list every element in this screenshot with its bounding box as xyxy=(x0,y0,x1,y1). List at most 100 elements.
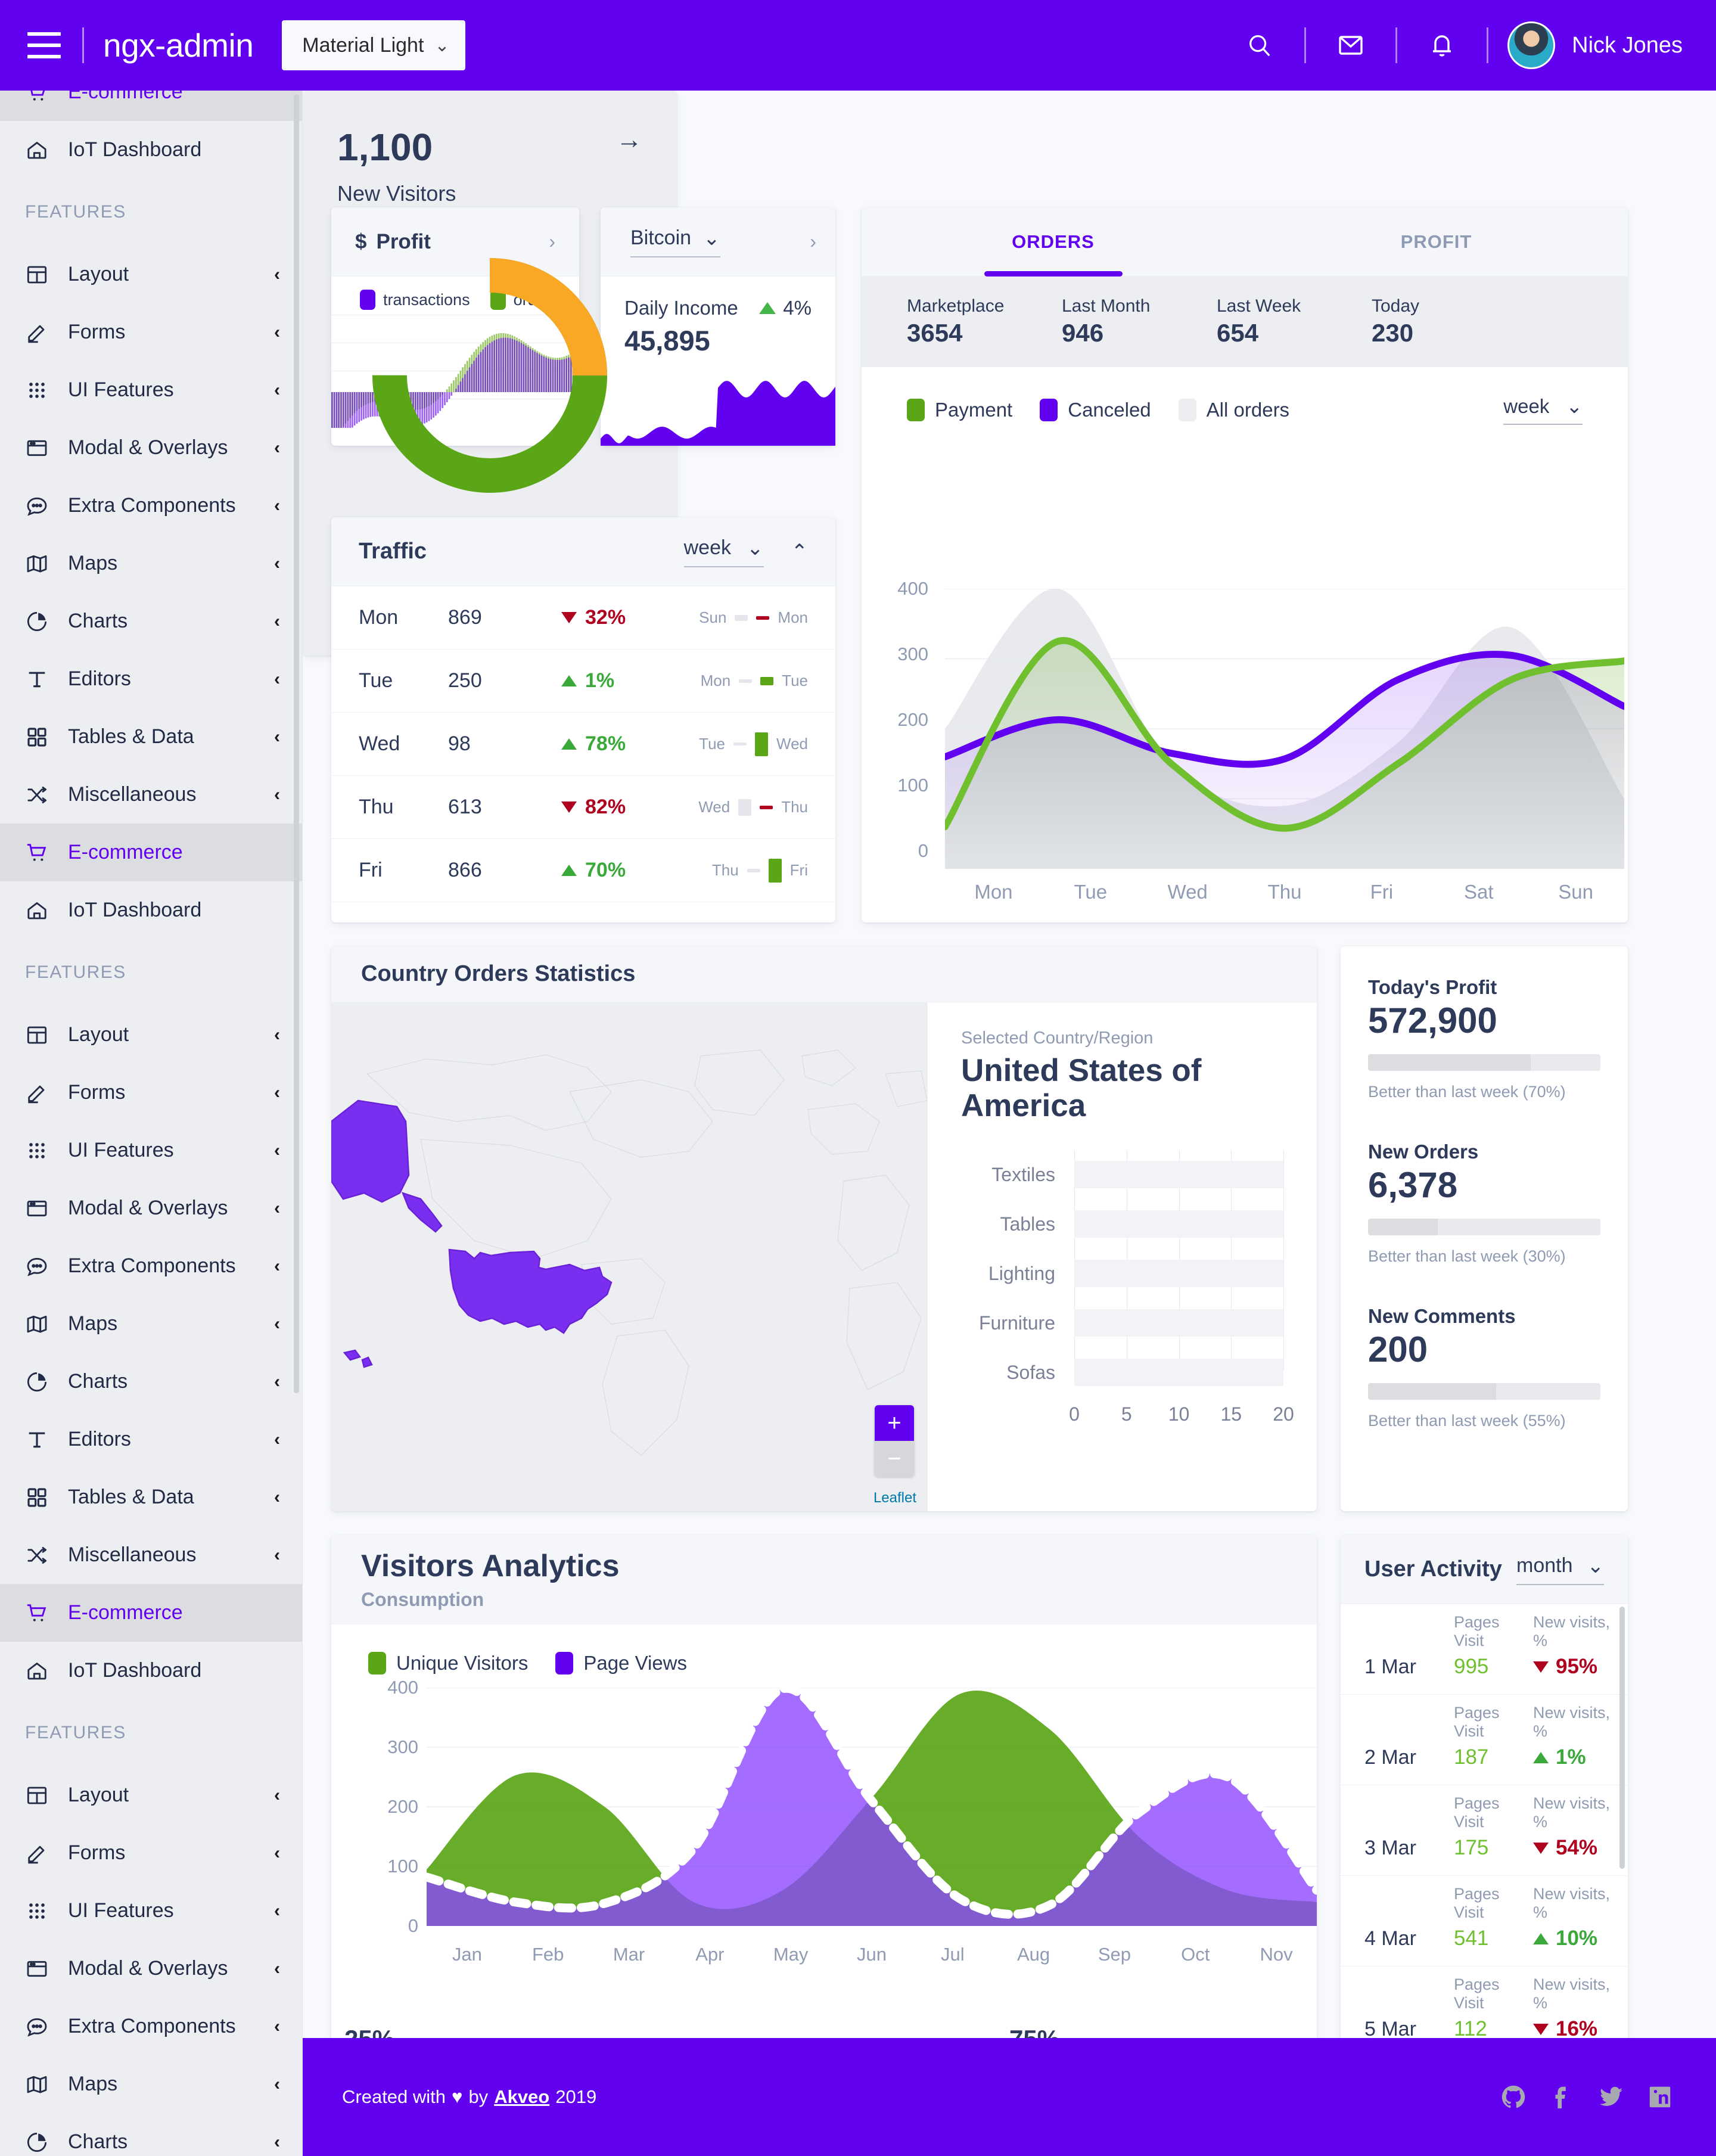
bitcoin-currency-select[interactable]: Bitcoin ⌄ xyxy=(630,226,720,257)
chevron-right-icon[interactable]: › xyxy=(810,231,816,252)
email-icon[interactable] xyxy=(1325,31,1376,60)
leaflet-map[interactable]: + − Leaflet xyxy=(331,1002,927,1511)
table-row[interactable]: 4 Mar Pages Visit 541 New visits, % 10% xyxy=(1341,1876,1628,1967)
chevron-left-icon[interactable]: ‹ xyxy=(274,553,280,573)
chevron-left-icon[interactable]: ‹ xyxy=(274,264,280,284)
menu-toggle-icon[interactable] xyxy=(27,32,61,58)
sidebar-item-e-commerce[interactable]: E-commerce xyxy=(0,1584,302,1642)
chevron-left-icon[interactable]: ‹ xyxy=(274,1487,280,1507)
chevron-left-icon[interactable]: ‹ xyxy=(274,1140,280,1160)
sidebar-item-maps[interactable]: Maps ‹ xyxy=(0,2055,302,2113)
chevron-left-icon[interactable]: ‹ xyxy=(274,1198,280,1218)
sidebar-item-miscellaneous[interactable]: Miscellaneous ‹ xyxy=(0,766,302,824)
sidebar-item-charts[interactable]: Charts ‹ xyxy=(0,2113,302,2156)
sidebar-item-extra-components[interactable]: Extra Components ‹ xyxy=(0,1237,302,1295)
sidebar-item-forms[interactable]: Forms ‹ xyxy=(0,1824,302,1882)
chevron-left-icon[interactable]: ‹ xyxy=(274,2016,280,2036)
sidebar-item-ui-features[interactable]: UI Features ‹ xyxy=(0,1122,302,1179)
sidebar-item-tables-data[interactable]: Tables & Data ‹ xyxy=(0,708,302,766)
sidebar-item-extra-components[interactable]: Extra Components ‹ xyxy=(0,1997,302,2055)
chevron-left-icon[interactable]: ‹ xyxy=(274,380,280,400)
user-name[interactable]: Nick Jones xyxy=(1572,32,1683,58)
chevron-left-icon[interactable]: ‹ xyxy=(274,1958,280,1978)
sidebar-item-charts[interactable]: Charts ‹ xyxy=(0,1353,302,1411)
sidebar-item-e-commerce[interactable]: E-commerce xyxy=(0,91,302,121)
sidebar-item-iot-dashboard[interactable]: IoT Dashboard xyxy=(0,121,302,179)
chevron-left-icon[interactable]: ‹ xyxy=(274,1429,280,1449)
sidebar-item-ui-features[interactable]: UI Features ‹ xyxy=(0,361,302,419)
tab-orders[interactable]: ORDERS xyxy=(862,207,1245,276)
twitter-icon[interactable] xyxy=(1594,2080,1628,2114)
sidebar-item-layout[interactable]: Layout ‹ xyxy=(0,1766,302,1824)
table-row[interactable]: Mon 869 32% Sun Mon xyxy=(331,586,835,650)
sidebar-scrollbar[interactable] xyxy=(294,94,299,1393)
legend-item-page-views[interactable]: Page Views xyxy=(555,1652,687,1675)
sidebar-item-maps[interactable]: Maps ‹ xyxy=(0,535,302,592)
sidebar-item-layout[interactable]: Layout ‹ xyxy=(0,1006,302,1064)
sidebar-item-editors[interactable]: Editors ‹ xyxy=(0,650,302,708)
sidebar-item-forms[interactable]: Forms ‹ xyxy=(0,303,302,361)
legend-item-all-orders[interactable]: All orders xyxy=(1178,398,1289,421)
legend-item-payment[interactable]: Payment xyxy=(907,398,1012,421)
table-row[interactable]: Tue 250 1% Mon Tue xyxy=(331,650,835,713)
legend-item-canceled[interactable]: Canceled xyxy=(1040,398,1151,421)
chevron-left-icon[interactable]: ‹ xyxy=(274,1900,280,1921)
akveo-link[interactable]: Akveo xyxy=(494,2086,550,2107)
chevron-left-icon[interactable]: ‹ xyxy=(274,437,280,458)
sidebar-item-extra-components[interactable]: Extra Components ‹ xyxy=(0,477,302,535)
chevron-left-icon[interactable]: ‹ xyxy=(274,784,280,804)
chevron-left-icon[interactable]: ‹ xyxy=(274,1313,280,1334)
bell-icon[interactable] xyxy=(1416,31,1468,60)
sidebar-item-ui-features[interactable]: UI Features ‹ xyxy=(0,1882,302,1940)
sidebar-item-modal-overlays[interactable]: Modal & Overlays ‹ xyxy=(0,1940,302,1997)
chevron-left-icon[interactable]: ‹ xyxy=(274,2132,280,2152)
linkedin-icon[interactable] xyxy=(1643,2080,1677,2114)
sidebar-item-editors[interactable]: Editors ‹ xyxy=(0,1411,302,1468)
sidebar-item-forms[interactable]: Forms ‹ xyxy=(0,1064,302,1122)
chevron-left-icon[interactable]: ‹ xyxy=(274,611,280,631)
arrow-right-icon[interactable]: → xyxy=(616,125,642,154)
traffic-period-select[interactable]: week ⌄ xyxy=(683,536,764,567)
sidebar-item-iot-dashboard[interactable]: IoT Dashboard xyxy=(0,1642,302,1700)
chevron-left-icon[interactable]: ‹ xyxy=(274,1371,280,1391)
tab-profit[interactable]: PROFIT xyxy=(1400,231,1472,252)
chevron-left-icon[interactable]: ‹ xyxy=(274,2074,280,2094)
table-row[interactable]: 1 Mar Pages Visit 995 New visits, % 95% xyxy=(1341,1604,1628,1695)
sidebar-item-modal-overlays[interactable]: Modal & Overlays ‹ xyxy=(0,1179,302,1237)
user-activity-period-select[interactable]: month ⌄ xyxy=(1516,1554,1604,1585)
avatar[interactable] xyxy=(1507,21,1556,69)
facebook-icon[interactable] xyxy=(1546,2080,1579,2114)
table-row[interactable]: Wed 98 78% Tue Wed xyxy=(331,713,835,776)
app-brand[interactable]: ngx-admin xyxy=(103,27,254,64)
table-row[interactable]: 2 Mar Pages Visit 187 New visits, % 1% xyxy=(1341,1695,1628,1785)
user-activity-scrollbar[interactable] xyxy=(1619,1607,1625,1869)
table-row[interactable]: Fri 866 70% Thu Fri xyxy=(331,839,835,902)
zoom-in-button[interactable]: + xyxy=(875,1405,914,1441)
chevron-left-icon[interactable]: ‹ xyxy=(274,669,280,689)
chevron-left-icon[interactable]: ‹ xyxy=(274,495,280,515)
table-row[interactable]: 5 Mar Pages Visit 112 New visits, % 16% xyxy=(1341,1967,1628,2057)
zoom-out-button[interactable]: − xyxy=(875,1441,914,1477)
legend-item-unique-visitors[interactable]: Unique Visitors xyxy=(368,1652,528,1675)
chevron-left-icon[interactable]: ‹ xyxy=(274,322,280,342)
table-row[interactable]: Thu 613 82% Wed Thu xyxy=(331,776,835,839)
sidebar-item-e-commerce[interactable]: E-commerce xyxy=(0,824,302,881)
theme-switcher[interactable]: Material Light ⌄ xyxy=(282,20,465,70)
orders-period-select[interactable]: week ⌄ xyxy=(1503,394,1583,425)
sidebar-item-miscellaneous[interactable]: Miscellaneous ‹ xyxy=(0,1526,302,1584)
chevron-left-icon[interactable]: ‹ xyxy=(274,1545,280,1565)
chevron-left-icon[interactable]: ‹ xyxy=(274,1024,280,1045)
sidebar-item-maps[interactable]: Maps ‹ xyxy=(0,1295,302,1353)
search-icon[interactable] xyxy=(1234,32,1285,59)
chevron-left-icon[interactable]: ‹ xyxy=(274,1256,280,1276)
collapse-icon[interactable]: ⌃ xyxy=(791,540,809,563)
sidebar-item-tables-data[interactable]: Tables & Data ‹ xyxy=(0,1468,302,1526)
chevron-left-icon[interactable]: ‹ xyxy=(274,1082,280,1102)
sidebar-item-layout[interactable]: Layout ‹ xyxy=(0,246,302,303)
chevron-right-icon[interactable]: › xyxy=(549,231,555,252)
sidebar-item-charts[interactable]: Charts ‹ xyxy=(0,592,302,650)
chevron-left-icon[interactable]: ‹ xyxy=(274,1843,280,1863)
github-icon[interactable] xyxy=(1497,2080,1530,2114)
leaflet-attribution[interactable]: Leaflet xyxy=(873,1490,916,1506)
chevron-left-icon[interactable]: ‹ xyxy=(274,726,280,747)
